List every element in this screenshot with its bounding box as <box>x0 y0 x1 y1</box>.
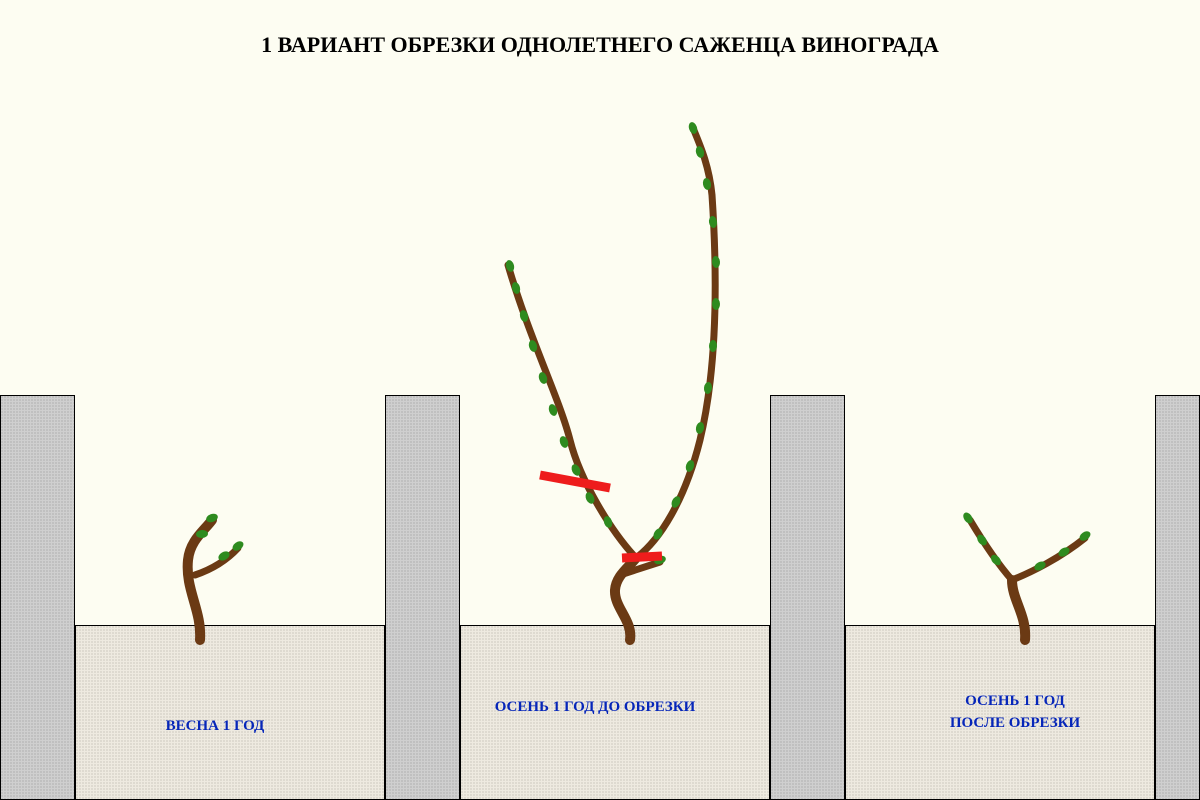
vine-branch <box>508 265 636 558</box>
bud-icon <box>1033 560 1047 573</box>
pillar-2 <box>770 395 845 800</box>
bud-icon <box>558 435 570 449</box>
bud-icon <box>702 177 712 190</box>
bud-icon <box>196 529 209 538</box>
bud-icon <box>708 216 718 229</box>
vine-branch <box>1012 538 1085 580</box>
bud-icon <box>537 371 548 385</box>
caption-autumn_after: ОСЕНЬ 1 ГОД ПОСЛЕ ОБРЕЗКИ <box>865 690 1165 734</box>
caption-autumn_before: ОСЕНЬ 1 ГОД ДО ОБРЕЗКИ <box>445 696 745 718</box>
cut-mark-icon <box>622 556 662 558</box>
page-title: 1 ВАРИАНТ ОБРЕЗКИ ОДНОЛЕТНЕГО САЖЕНЦА ВИ… <box>0 32 1200 58</box>
bud-icon <box>684 459 695 473</box>
bud-icon <box>217 550 231 563</box>
bud-icon <box>547 403 558 417</box>
bud-icon <box>511 281 522 295</box>
bud-icon <box>652 527 665 541</box>
bud-icon <box>505 259 516 273</box>
bud-icon <box>961 511 974 525</box>
bud-icon <box>695 145 706 159</box>
vine-branch <box>636 128 715 558</box>
vine-spring <box>188 512 246 640</box>
pillar-1 <box>385 395 460 800</box>
caption-spring: ВЕСНА 1 ГОД <box>65 715 365 737</box>
bud-icon <box>989 553 1003 567</box>
bud-icon <box>653 554 667 566</box>
pillar-0 <box>0 395 75 800</box>
bud-icon <box>709 340 717 352</box>
bud-icon <box>1057 545 1071 558</box>
vine-autumn_after <box>961 511 1092 640</box>
bud-icon <box>205 512 219 524</box>
bud-icon <box>602 515 614 529</box>
bud-icon <box>703 382 712 395</box>
bud-icon <box>695 421 705 434</box>
vine-branch <box>195 548 238 575</box>
bud-icon <box>570 463 582 477</box>
bud-icon <box>528 339 539 353</box>
vine-branch <box>188 520 212 640</box>
bud-icon <box>975 533 989 547</box>
bud-icon <box>519 309 530 323</box>
vine-autumn_before <box>505 121 721 640</box>
bud-icon <box>712 298 720 310</box>
bud-icon <box>584 491 596 505</box>
bud-icon <box>1078 529 1092 542</box>
bud-icon <box>670 495 682 509</box>
cut-mark-icon <box>540 475 610 488</box>
bud-icon <box>712 256 721 269</box>
bud-icon <box>687 121 698 135</box>
vine-branch <box>620 562 660 575</box>
bud-icon <box>231 539 245 552</box>
pillar-3 <box>1155 395 1200 800</box>
soil-spring <box>75 625 385 800</box>
vine-branch <box>970 520 1012 580</box>
